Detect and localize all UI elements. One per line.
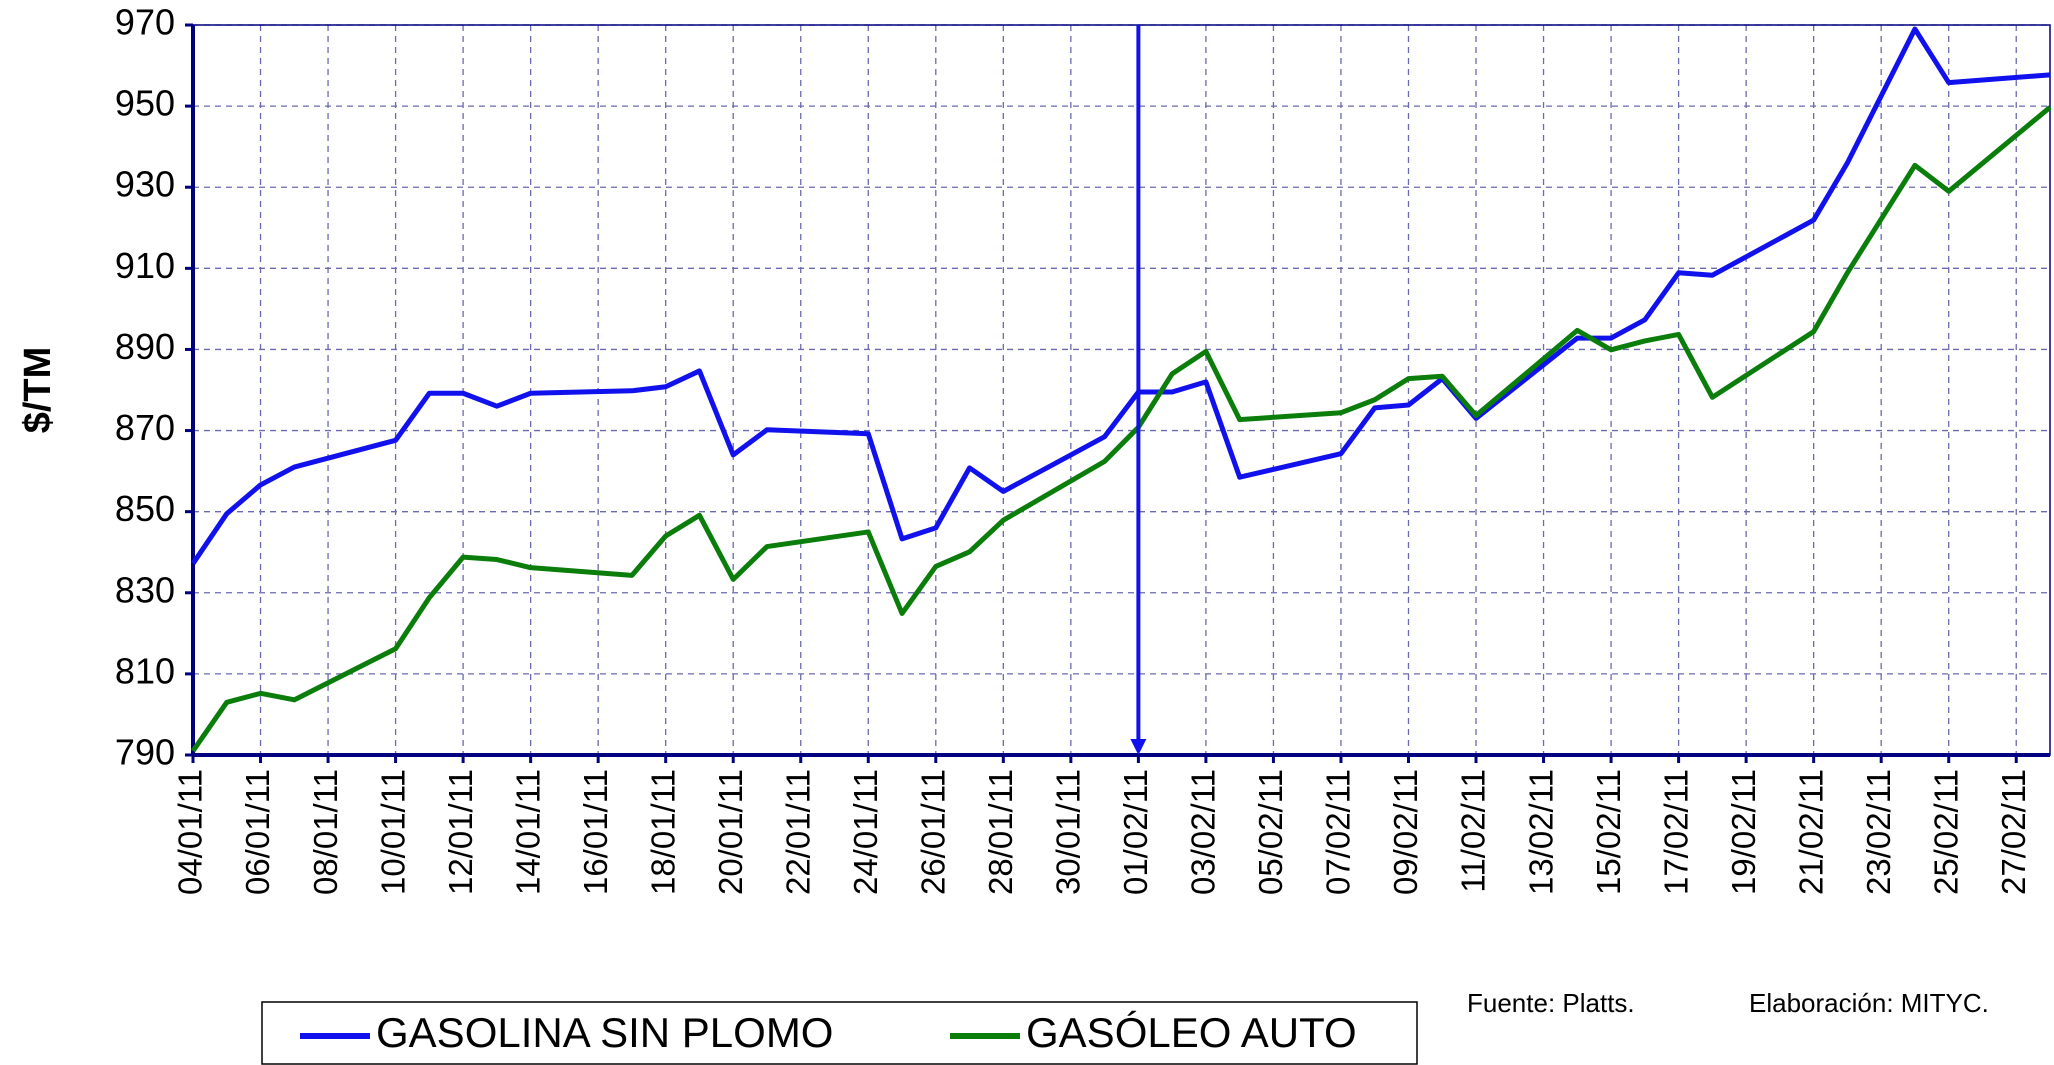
y-axis-label: $/TM [17,347,59,434]
x-tick-label: 06/01/11 [239,769,276,895]
plot-frame [192,24,2051,756]
x-tick-label: 07/02/11 [1320,769,1357,895]
x-tick-label: 22/01/11 [779,769,816,895]
series-line [190,105,2052,753]
x-tick-label: 21/02/11 [1792,769,1829,895]
y-tick-label: 870 [115,407,175,448]
x-tick-label: 28/01/11 [982,769,1019,895]
x-tick-label: 24/01/11 [847,769,884,895]
x-tick-label: 30/01/11 [1050,769,1087,895]
x-tick-label: 16/01/11 [577,769,614,895]
x-tick-label: 03/02/11 [1185,769,1222,895]
x-tick-label: 25/02/11 [1927,769,1964,895]
x-tick-label: 14/01/11 [509,769,546,895]
x-tick-label: 15/02/11 [1590,769,1627,895]
source-note: Fuente: Platts. [1467,988,1635,1018]
credit-note: Elaboración: MITYC. [1749,988,1989,1018]
y-tick-label: 850 [115,488,175,529]
legend-box [261,1001,1418,1065]
marker-arrow [1130,739,1147,755]
x-tick-label: 27/02/11 [1995,769,2032,895]
x-tick-label: 20/01/11 [712,769,749,895]
legend-label: GASÓLEO AUTO [1026,1009,1357,1056]
x-tick-label: 17/02/11 [1657,769,1694,895]
x-tick-label: 10/01/11 [374,769,411,895]
x-tick-label: 05/02/11 [1252,769,1289,895]
x-tick-label: 26/01/11 [915,769,952,895]
x-tick-label: 01/02/11 [1117,769,1154,895]
y-tick-label: 830 [115,569,175,610]
x-tick-label: 12/01/11 [442,769,479,895]
x-tick-label: 04/01/11 [172,769,209,895]
y-tick-label: 930 [115,164,175,205]
y-tick-label: 970 [115,2,175,43]
y-tick-label: 790 [115,732,175,773]
x-tick-label: 11/02/11 [1455,769,1492,893]
x-tick-label: 19/02/11 [1725,769,1762,895]
x-tick-label: 13/02/11 [1522,769,1559,895]
y-tick-label: 810 [115,650,175,691]
x-tick-label: 23/02/11 [1860,769,1897,895]
legend-label: GASOLINA SIN PLOMO [376,1009,833,1056]
y-tick-label: 910 [115,245,175,286]
x-tick-label: 18/01/11 [644,769,681,895]
x-tick-label: 09/02/11 [1387,769,1424,895]
y-tick-label: 950 [115,83,175,124]
y-tick-label: 890 [115,326,175,367]
series-line [190,26,2051,565]
x-tick-label: 08/01/11 [307,769,344,895]
